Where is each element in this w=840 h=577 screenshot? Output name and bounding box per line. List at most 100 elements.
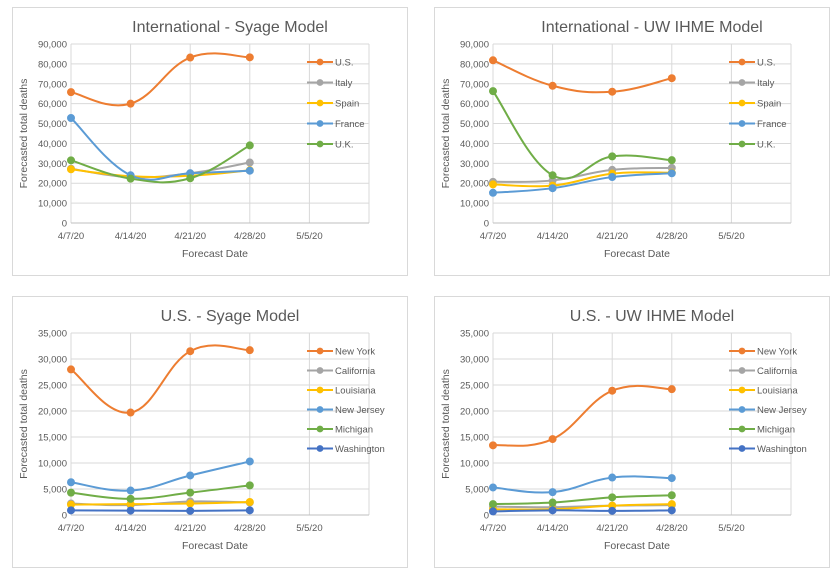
chart-svg: International - UW IHME Model 0 10,000 20,0… (440, 19, 792, 260)
legend-label: France (757, 119, 787, 130)
legend-item: Spain (729, 99, 781, 110)
series-line (70, 144, 251, 184)
series-michigan (67, 481, 254, 503)
x-tick-label: 4/21/20 (596, 231, 628, 242)
series-new-york (67, 344, 254, 417)
data-point (548, 81, 557, 90)
x-tick-label: 4/7/20 (480, 231, 506, 242)
y-tick-label: 20,000 (460, 407, 489, 418)
data-point (126, 99, 135, 108)
series-line (70, 484, 250, 500)
data-point (489, 56, 498, 65)
x-tick-label: 4/7/20 (58, 231, 84, 242)
series-new-jersey (67, 457, 254, 495)
x-tick-label: 5/5/20 (718, 523, 744, 534)
y-tick-label: 50,000 (38, 119, 67, 130)
data-point (667, 74, 676, 83)
data-point (489, 500, 498, 509)
series-france (489, 169, 676, 197)
y-tick-label: 50,000 (460, 119, 489, 130)
legend-marker (316, 120, 324, 127)
legend-item: U.S. (729, 58, 775, 69)
legend-label: New Jersey (335, 405, 385, 416)
data-point (548, 435, 557, 444)
legend-item: New Jersey (307, 405, 385, 416)
y-tick-label: 20,000 (460, 179, 489, 190)
series-line (70, 501, 250, 506)
legend-item: France (307, 119, 365, 130)
chart-title: International - Syage Model (132, 19, 328, 36)
data-point (548, 506, 557, 515)
legend-item: New Jersey (729, 405, 807, 416)
data-point (548, 171, 557, 180)
x-tick-label: 4/28/20 (234, 523, 266, 534)
chart-title: U.S. - Syage Model (161, 308, 300, 325)
x-tick-label: 4/7/20 (58, 523, 84, 534)
series-line (492, 384, 672, 447)
data-point (126, 494, 135, 503)
data-point (245, 158, 254, 167)
legend-label: U.K. (335, 140, 353, 151)
legend-label: Washington (335, 444, 385, 455)
x-axis-label: Forecast Date (182, 540, 248, 552)
x-tick-label: 5/5/20 (296, 523, 322, 534)
legend-marker (316, 445, 324, 452)
y-tick-label: 90,000 (38, 40, 67, 51)
data-point (667, 506, 676, 515)
data-point (67, 165, 76, 174)
data-point (608, 152, 617, 161)
data-point (548, 184, 557, 193)
x-tick-label: 5/5/20 (718, 231, 744, 242)
legend-item: New York (729, 347, 797, 358)
legend-marker (738, 120, 746, 127)
data-point (186, 488, 195, 497)
legend-marker (738, 386, 746, 394)
series-line (492, 171, 672, 188)
y-tick-label: 0 (484, 511, 489, 522)
y-axis-label: Forecasted total deaths (440, 369, 452, 479)
legend-marker (316, 425, 324, 433)
series-line (70, 117, 250, 181)
y-tick-label: 0 (484, 219, 489, 230)
y-tick-label: 10,000 (38, 459, 67, 470)
legend-item: Washington (729, 444, 807, 455)
legend-item: Louisiana (729, 386, 798, 397)
legend-marker (738, 140, 746, 148)
y-tick-label: 15,000 (38, 433, 67, 444)
legend-marker (738, 367, 746, 374)
legend-label: Michigan (757, 425, 795, 436)
data-point (186, 347, 195, 356)
series-u-s (67, 52, 254, 108)
series-line (492, 503, 672, 511)
x-tick-label: 4/21/20 (174, 231, 206, 242)
series-line (70, 52, 250, 107)
data-point (667, 169, 676, 178)
legend-item: California (729, 366, 798, 377)
x-tick-label: 4/14/20 (537, 231, 569, 242)
chart-title: International - UW IHME Model (541, 19, 762, 36)
legend-item: California (307, 366, 376, 377)
y-tick-label: 15,000 (460, 433, 489, 444)
y-tick-label: 10,000 (38, 199, 67, 210)
legend-label: California (757, 366, 798, 377)
legend-item: Michigan (307, 425, 373, 436)
y-axis-label: Forecasted total deaths (18, 369, 30, 479)
series-line (70, 460, 251, 492)
series-line (492, 172, 672, 194)
chart-us-uw-ihme: U.S. - UW IHME Model 0 5,000 10,000 15,000 20… (434, 296, 830, 568)
data-point (126, 486, 135, 495)
series-line (492, 59, 673, 94)
legend-item: U.K. (307, 140, 353, 151)
legend-marker (316, 406, 324, 413)
data-point (126, 506, 135, 515)
data-point (67, 365, 76, 374)
legend-marker (316, 99, 324, 107)
series-line (492, 90, 672, 180)
x-tick-label: 4/28/20 (234, 231, 266, 242)
x-tick-label: 4/28/20 (656, 523, 688, 534)
data-point (667, 491, 676, 500)
series-line (492, 166, 672, 183)
data-point (608, 173, 617, 182)
y-tick-label: 80,000 (460, 59, 489, 70)
legend-marker (316, 367, 324, 374)
